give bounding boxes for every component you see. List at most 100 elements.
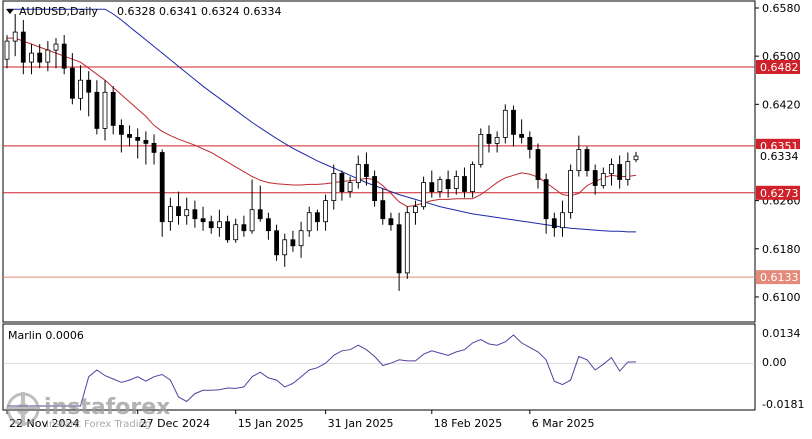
candle (151, 134, 157, 165)
candle-body (600, 173, 606, 186)
candle-body (176, 206, 181, 217)
candle-body (265, 218, 271, 232)
candle (53, 38, 59, 69)
candle-body (560, 212, 565, 229)
level-label-text: 0.6273 (760, 187, 799, 200)
current-price-box (756, 149, 800, 164)
candle (20, 20, 26, 75)
current-price-label: 0.6334 (760, 150, 799, 163)
candle (29, 44, 34, 75)
indicator-axis-top: 0.0134 (762, 327, 801, 340)
candle-body (347, 182, 353, 193)
candle (363, 152, 369, 186)
candle-body (339, 173, 345, 193)
candle-body (609, 164, 614, 174)
candle-body (429, 182, 435, 193)
time-tick-label: 18 Feb 2025 (434, 417, 502, 430)
candle-body (290, 239, 296, 247)
price-tick-label: 0.6580 (762, 2, 801, 15)
candle (494, 131, 500, 153)
candle (478, 128, 484, 168)
candle (339, 170, 345, 201)
candle (584, 146, 590, 177)
ma-red-line (7, 37, 637, 208)
candle (257, 185, 263, 222)
candle-body (535, 149, 541, 181)
candle (70, 53, 75, 105)
main-panel-frame (2, 0, 756, 323)
candle (298, 221, 304, 258)
candle-body (20, 31, 26, 63)
indicator-label: Marlin 0.0006 (8, 329, 84, 342)
time-tick-label: 31 Jan 2025 (328, 417, 394, 430)
candle (396, 212, 402, 291)
price-tick-label: 0.6180 (762, 243, 801, 256)
candle (412, 200, 418, 225)
symbol-dropdown-icon[interactable] (6, 9, 14, 14)
candle (282, 233, 288, 267)
candle-body (494, 136, 500, 144)
candle-body (543, 179, 549, 220)
candle (404, 206, 410, 279)
candle-body (355, 164, 361, 184)
candle (135, 128, 141, 159)
candle (633, 151, 639, 163)
candle (274, 224, 280, 261)
candle (249, 179, 255, 234)
candle-body (511, 109, 516, 135)
candle (241, 215, 247, 237)
candle (176, 191, 181, 225)
candle (290, 230, 296, 252)
candle-body (257, 209, 263, 220)
candle-body (151, 142, 157, 153)
candle-body (282, 239, 288, 256)
candle-body (233, 224, 239, 241)
candle-body (551, 218, 557, 229)
candle-body (470, 164, 476, 193)
candle (511, 105, 516, 147)
level-label-text: 0.6133 (760, 271, 799, 284)
candle-body (331, 173, 337, 202)
ohlc-readout: 0.6328 0.6341 0.6324 0.6334 (117, 5, 281, 18)
candle (543, 173, 549, 234)
candle-body (437, 179, 443, 193)
candle (592, 164, 598, 195)
candle-body (633, 155, 639, 161)
candle (323, 194, 329, 231)
candle-body (298, 230, 304, 247)
candle-body (592, 170, 598, 186)
candle (617, 155, 623, 189)
candle-body (102, 91, 108, 129)
candle-body (159, 152, 165, 223)
watermark-brand: instaforex (44, 395, 170, 420)
ma-blue-line (7, 8, 636, 233)
candle-body (86, 79, 92, 93)
candle-body (421, 182, 427, 208)
candle (208, 215, 214, 234)
candle-body (568, 170, 573, 213)
candle-body (404, 212, 410, 274)
moving-averages-layer (7, 8, 637, 233)
candle (265, 212, 271, 240)
candle (609, 158, 614, 186)
candle (568, 164, 573, 219)
candle-body (388, 218, 394, 226)
candle-body (380, 200, 386, 220)
candle (347, 176, 353, 198)
candle-body (78, 79, 83, 99)
candle (192, 200, 198, 228)
candle-body (94, 91, 100, 129)
candle-body (216, 221, 222, 229)
candle-body (306, 212, 312, 232)
candle (184, 197, 190, 225)
watermark-tagline: Instant Forex Trading (46, 419, 151, 430)
candle (143, 131, 149, 165)
candle (560, 200, 565, 237)
marlin-indicator (3, 334, 755, 407)
candle (200, 206, 206, 231)
candle (445, 170, 451, 198)
candle (78, 65, 83, 111)
candles-layer (4, 14, 639, 291)
